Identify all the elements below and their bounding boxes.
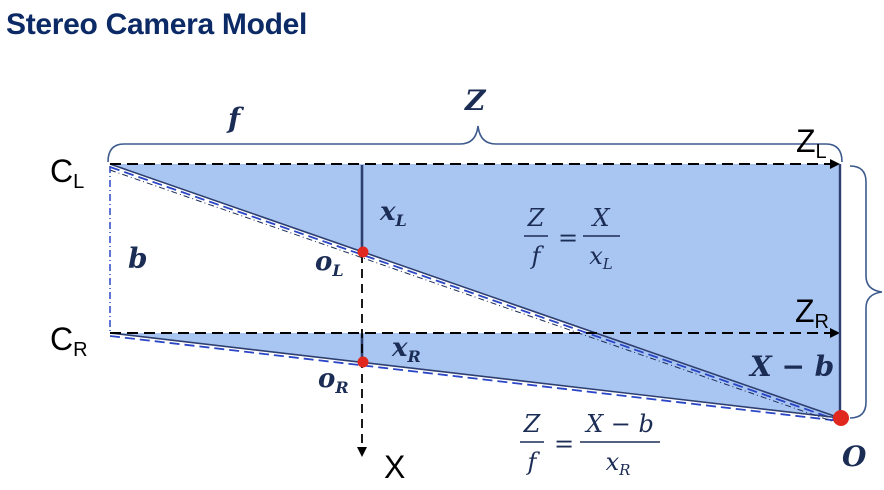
svg-text:=: = xyxy=(554,430,574,458)
label-O: O xyxy=(842,440,867,473)
point-oL xyxy=(357,246,369,258)
label-xL: xL xyxy=(379,197,407,230)
svg-text:xL: xL xyxy=(589,242,613,273)
label-Z: Z xyxy=(464,84,487,117)
ray-cl-to-o xyxy=(109,163,841,419)
ray-cr-to-o xyxy=(109,332,841,419)
label-f: f xyxy=(226,102,245,135)
label-CL: CL xyxy=(50,153,84,193)
slide-title: Stereo Camera Model xyxy=(6,8,308,41)
label-X-axis: X xyxy=(384,449,405,485)
svg-text:f: f xyxy=(526,448,541,476)
point-oR xyxy=(357,356,369,368)
label-ZR: ZR xyxy=(795,293,829,333)
svg-text:xR: xR xyxy=(606,448,631,479)
equation-2: Z f = X − b xR xyxy=(520,410,660,479)
top-brace xyxy=(107,125,843,163)
point-O xyxy=(833,410,849,426)
dashdot-cl-to-o xyxy=(109,169,841,425)
svg-text:X − b: X − b xyxy=(584,410,654,438)
label-oL: oL xyxy=(315,247,344,280)
label-X-minus-b: X − b xyxy=(748,350,834,383)
ray-cr-to-o-dashed xyxy=(109,335,841,422)
label-b: b xyxy=(128,242,148,275)
svg-text:=: = xyxy=(558,224,578,252)
label-ZL: ZL xyxy=(796,123,827,163)
svg-text:Z: Z xyxy=(527,204,546,232)
svg-text:Z: Z xyxy=(523,410,542,438)
equation-1: Z f = X xL xyxy=(524,204,620,273)
label-xR: xR xyxy=(391,333,421,366)
label-CR: CR xyxy=(50,321,88,361)
right-brace xyxy=(849,165,883,419)
label-oR: oR xyxy=(318,364,349,397)
ray-cl-to-o-dashed xyxy=(109,166,841,422)
svg-text:X: X xyxy=(590,204,610,232)
